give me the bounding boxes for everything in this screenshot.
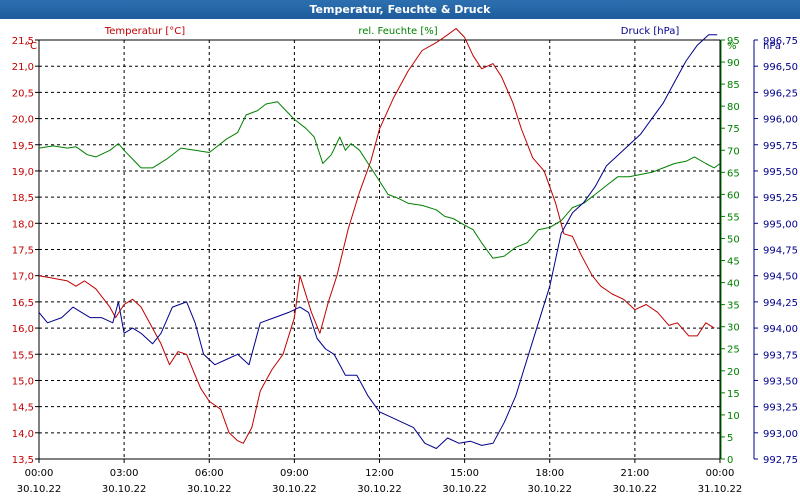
humidity-tick-label: 0 [727,455,733,466]
pressure-axis-title: Druck [hPa] [621,26,680,37]
x-tick-time: 06:00 [195,468,224,479]
humidity-tick-label: 80 [727,102,740,113]
pressure-tick-label: 993,50 [763,376,798,387]
pressure-tick-label: 995,75 [763,141,798,152]
humidity-series-line [38,101,721,259]
humidity-tick-label: 65 [727,168,740,179]
x-tick-date: 30.10.22 [187,484,232,495]
temperature-tick-label: 18,5 [12,193,34,204]
humidity-tick-label: 50 [727,234,740,245]
x-tick-time: 09:00 [280,468,309,479]
x-tick-date: 30.10.22 [442,484,487,495]
temperature-tick-label: 15,5 [12,350,34,361]
x-tick-date: 30.10.22 [357,484,402,495]
humidity-tick-label: 10 [727,411,740,422]
x-tick-time: 00:00 [706,468,735,479]
humidity-tick-label: 40 [727,279,740,290]
x-tick-time: 18:00 [535,468,564,479]
pressure-tick-label: 996,00 [763,115,798,126]
temperature-tick-label: 17,0 [12,272,34,283]
pressure-tick-label: 994,75 [763,246,798,257]
x-tick-time: 21:00 [620,468,649,479]
humidity-tick-label: 45 [727,257,740,268]
x-tick-date: 31.10.22 [698,484,743,495]
temperature-tick-label: 13,5 [12,455,34,466]
humidity-tick-label: 5 [727,433,733,444]
temperature-unit-label: °C [25,41,37,52]
humidity-tick-label: 95 [727,36,740,47]
window-title: Temperatur, Feuchte & Druck [0,0,800,19]
humidity-tick-label: 30 [727,323,740,334]
temperature-tick-label: 14,0 [12,429,34,440]
humidity-tick-label: 35 [727,301,740,312]
temperature-tick-label: 19,0 [12,167,34,178]
humidity-tick-label: 15 [727,389,740,400]
humidity-tick-label: 20 [727,367,740,378]
pressure-tick-label: 995,25 [763,193,798,204]
temperature-tick-label: 19,5 [12,141,34,152]
humidity-tick-label: 55 [727,212,740,223]
temperature-tick-label: 16,0 [12,324,34,335]
temperature-axis-title: Temperatur [°C] [104,26,185,37]
pressure-tick-label: 996,25 [763,88,798,99]
pressure-tick-label: 994,00 [763,324,798,335]
pressure-tick-label: 993,00 [763,429,798,440]
pressure-tick-label: 992,75 [763,455,798,466]
temperature-tick-label: 20,5 [12,88,34,99]
pressure-tick-label: 993,75 [763,350,798,361]
temperature-tick-label: 21,5 [12,36,34,47]
temperature-tick-label: 20,0 [12,115,34,126]
humidity-tick-label: 90 [727,58,740,69]
x-tick-date: 30.10.22 [272,484,317,495]
temperature-tick-label: 16,5 [12,298,34,309]
x-tick-time: 12:00 [365,468,394,479]
pressure-tick-label: 993,25 [763,403,798,414]
x-tick-time: 03:00 [110,468,139,479]
humidity-unit-label: % [727,41,737,52]
x-tick-date: 30.10.22 [102,484,147,495]
x-tick-date: 30.10.22 [527,484,572,495]
x-tick-time: 00:00 [25,468,54,479]
temperature-tick-label: 15,0 [12,376,34,387]
temperature-tick-label: 21,0 [12,62,34,73]
pressure-tick-label: 995,00 [763,219,798,230]
x-tick-date: 30.10.22 [613,484,658,495]
humidity-tick-label: 25 [727,345,740,356]
x-tick-time: 15:00 [450,468,479,479]
pressure-tick-label: 995,50 [763,167,798,178]
temperature-tick-label: 18,0 [12,219,34,230]
pressure-unit-label: hPa [763,41,781,52]
temperature-tick-label: 17,5 [12,246,34,257]
pressure-series-line [38,34,718,449]
humidity-tick-label: 70 [727,146,740,157]
pressure-tick-label: 994,50 [763,272,798,283]
humidity-axis-title: rel. Feuchte [%] [358,26,437,37]
humidity-tick-label: 85 [727,80,740,91]
humidity-tick-label: 60 [727,190,740,201]
temperature-tick-label: 14,5 [12,403,34,414]
pressure-tick-label: 996,50 [763,62,798,73]
humidity-tick-label: 75 [727,124,740,135]
temperature-series-line [38,28,715,444]
pressure-tick-label: 994,25 [763,298,798,309]
x-tick-date: 30.10.22 [17,484,62,495]
pressure-tick-label: 996,75 [763,36,798,47]
